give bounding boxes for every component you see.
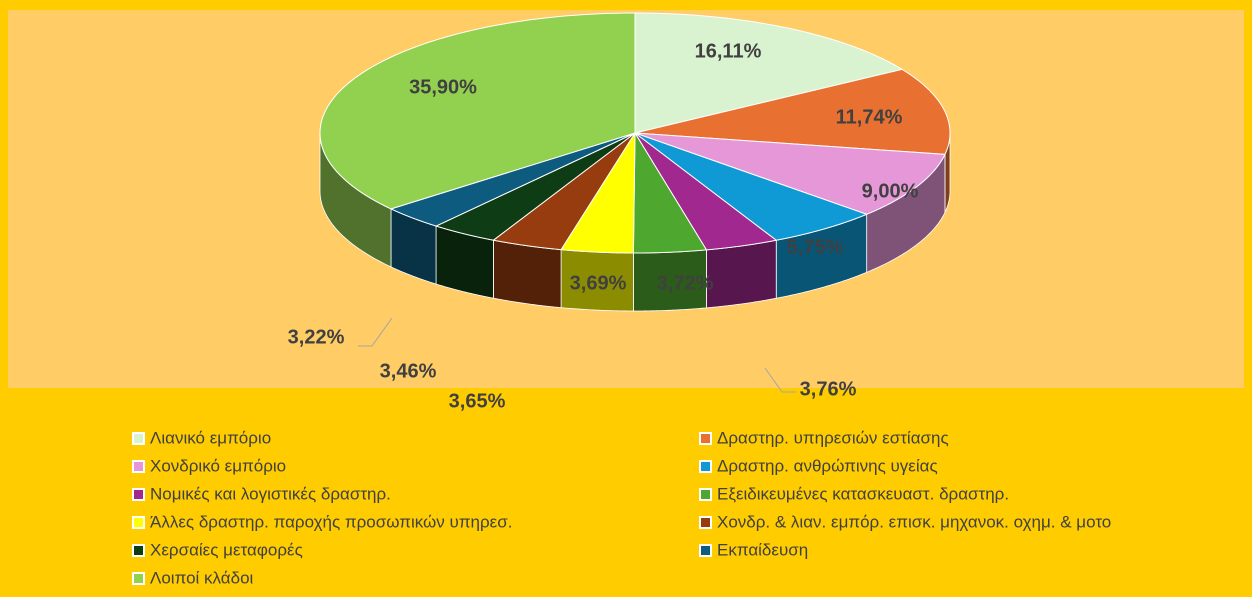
legend-label: Χονδρικό εμπόριο xyxy=(150,456,286,475)
data-label: 3,46% xyxy=(380,360,437,382)
legend-label: Νομικές και λογιστικές δραστηρ. xyxy=(150,484,391,503)
leader-line xyxy=(358,317,393,347)
data-label: 3,69% xyxy=(570,272,627,294)
data-label: 3,76% xyxy=(800,378,857,400)
legend-swatch xyxy=(132,432,145,445)
slice xyxy=(389,132,636,227)
legend-swatch xyxy=(132,572,145,585)
legend-label: Δραστηρ. ανθρώπινης υγείας xyxy=(717,456,938,475)
legend-swatch xyxy=(699,460,712,473)
data-label: 16,11% xyxy=(695,40,762,62)
legend-label: Εξειδικευμένες κατασκευαστ. δραστηρ. xyxy=(717,484,1009,503)
legend-swatch xyxy=(132,488,145,501)
leader-line xyxy=(764,367,796,393)
legend-label: Λιανικό εμπόριο xyxy=(150,428,271,447)
legend-swatch xyxy=(699,516,712,529)
data-label: 3,65% xyxy=(449,390,506,412)
legend-label: Χονδρ. & λιαν. εμπόρ. επισκ. μηχανοκ. οχ… xyxy=(717,512,1111,531)
slice xyxy=(634,68,951,155)
legend-swatch xyxy=(132,460,145,473)
slice-side xyxy=(706,239,777,309)
legend-swatch xyxy=(699,544,712,557)
legend-swatch xyxy=(132,516,145,529)
slice xyxy=(492,132,636,251)
legend-label: Λοιποί κλάδοι xyxy=(150,568,254,587)
data-label: 3,22% xyxy=(288,326,345,348)
data-label: 11,74% xyxy=(836,106,903,128)
legend-label: Δραστηρ. υπηρεσιών εστίασης xyxy=(717,428,949,447)
slice xyxy=(634,132,869,241)
legend-swatch xyxy=(699,488,712,501)
data-label: 3,72% xyxy=(657,272,714,294)
data-label: 35,90% xyxy=(409,76,477,98)
legend-label: Άλλες δραστηρ. παροχής προσωπικών υπηρεσ… xyxy=(150,512,512,531)
legend-label: Χερσαίες μεταφορές xyxy=(150,540,303,559)
slice xyxy=(632,131,708,254)
data-label: 5,75% xyxy=(787,236,844,258)
slice xyxy=(634,132,778,251)
slice xyxy=(319,12,636,210)
data-label: 9,00% xyxy=(862,180,919,202)
legend-swatch xyxy=(132,544,145,557)
slice xyxy=(434,132,636,241)
legend-label: Εκπαίδευση xyxy=(717,540,808,559)
slice-side xyxy=(493,239,562,309)
slice xyxy=(634,12,904,134)
legend-swatch xyxy=(699,432,712,445)
slice xyxy=(634,132,946,215)
